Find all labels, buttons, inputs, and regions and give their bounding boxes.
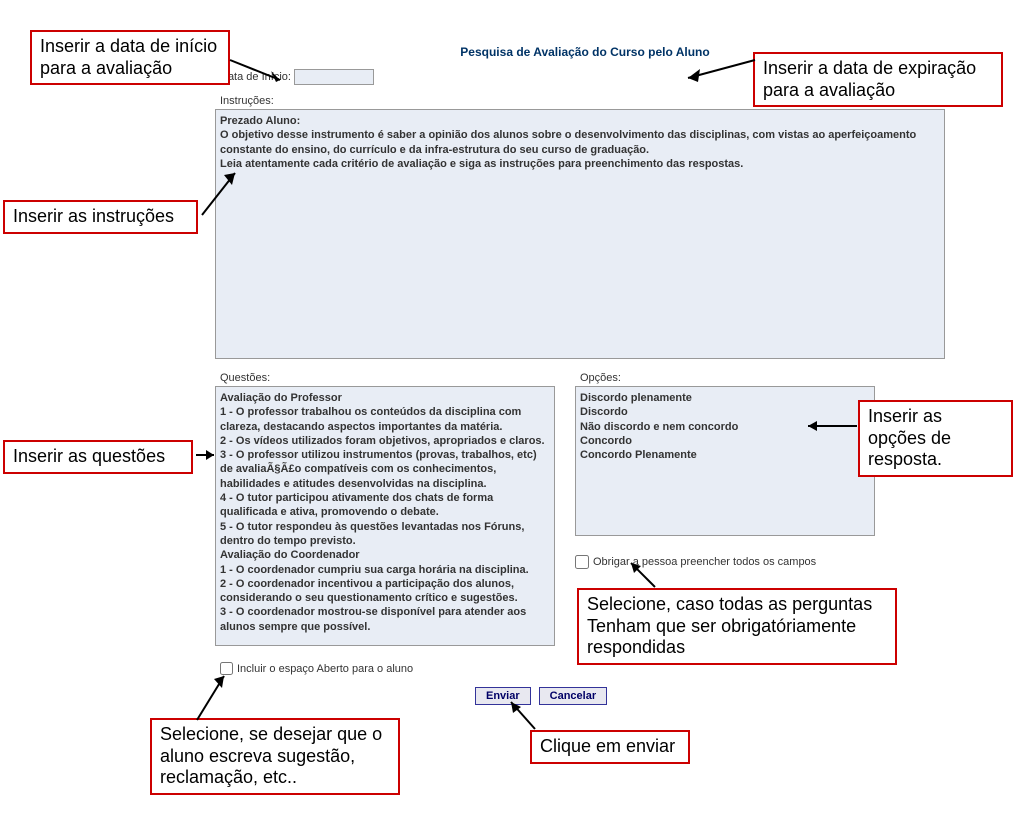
questions-label: Questões: (215, 372, 555, 384)
questions-column: Questões: (215, 372, 555, 649)
annotation-submit: Clique em enviar (530, 730, 690, 764)
start-date-input[interactable] (294, 69, 374, 85)
include-open-row: Incluir o espaço Aberto para o aluno (220, 662, 413, 675)
questions-textarea[interactable] (215, 386, 555, 646)
annotation-start-date: Inserir a data de início para a avaliaçã… (30, 30, 230, 85)
options-label: Opções: (575, 372, 935, 384)
arrow-icon (192, 670, 232, 725)
require-all-checkbox[interactable] (575, 555, 589, 569)
annotation-questions: Inserir as questões (3, 440, 193, 474)
annotation-options: Inserir as opções de resposta. (858, 400, 1013, 477)
submit-button[interactable]: Enviar (475, 687, 531, 705)
button-row: Enviar Cancelar (475, 687, 607, 705)
survey-form: Pesquisa de Avaliação do Curso pelo Alun… (215, 45, 955, 649)
include-open-label: Incluir o espaço Aberto para o aluno (237, 663, 413, 675)
cancel-button[interactable]: Cancelar (539, 687, 607, 705)
start-date-group: Data de Início: (220, 69, 374, 85)
annotation-require: Selecione, caso todas as perguntas Tenha… (577, 588, 897, 665)
options-textarea[interactable] (575, 386, 875, 536)
instructions-textarea[interactable] (215, 109, 945, 359)
require-all-row: Obrigar a pessoa preencher todos os camp… (575, 555, 935, 569)
annotation-end-date: Inserir a data de expiração para a avali… (753, 52, 1003, 107)
require-all-label: Obrigar a pessoa preencher todos os camp… (593, 556, 816, 568)
start-date-label: Data de Início: (220, 71, 291, 83)
include-open-checkbox[interactable] (220, 662, 233, 675)
annotation-instructions: Inserir as instruções (3, 200, 198, 234)
annotation-include-open: Selecione, se desejar que o aluno escrev… (150, 718, 400, 795)
